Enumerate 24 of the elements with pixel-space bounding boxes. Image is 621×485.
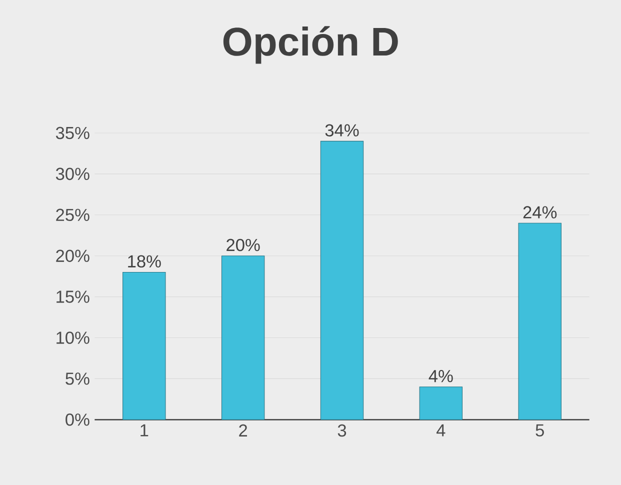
y-tick-label: 5% <box>66 372 90 385</box>
data-label: 24% <box>523 206 557 218</box>
data-label: 34% <box>325 124 359 136</box>
chart-title: Opción D <box>223 26 398 64</box>
bar <box>320 140 364 420</box>
data-label: 20% <box>226 238 260 252</box>
y-tick-label: 30% <box>56 168 90 180</box>
x-tick-label: 5 <box>536 424 544 436</box>
data-label: 18% <box>128 255 161 268</box>
bar <box>518 222 562 420</box>
y-tick-label: 25% <box>56 208 90 222</box>
x-tick-label: 2 <box>239 424 248 436</box>
x-tick-label: 1 <box>140 424 148 436</box>
bar <box>221 256 265 420</box>
bar <box>122 272 166 420</box>
x-tick-label: 3 <box>338 424 346 437</box>
y-tick-label: 10% <box>56 332 90 344</box>
y-tick-label: 0% <box>66 414 90 426</box>
data-label: 4% <box>428 370 453 382</box>
bar <box>419 386 463 420</box>
y-tick-label: 20% <box>56 250 90 262</box>
y-tick-label: 35% <box>56 126 90 140</box>
x-tick-label: 4 <box>436 424 446 436</box>
y-tick-label: 15% <box>56 290 90 303</box>
